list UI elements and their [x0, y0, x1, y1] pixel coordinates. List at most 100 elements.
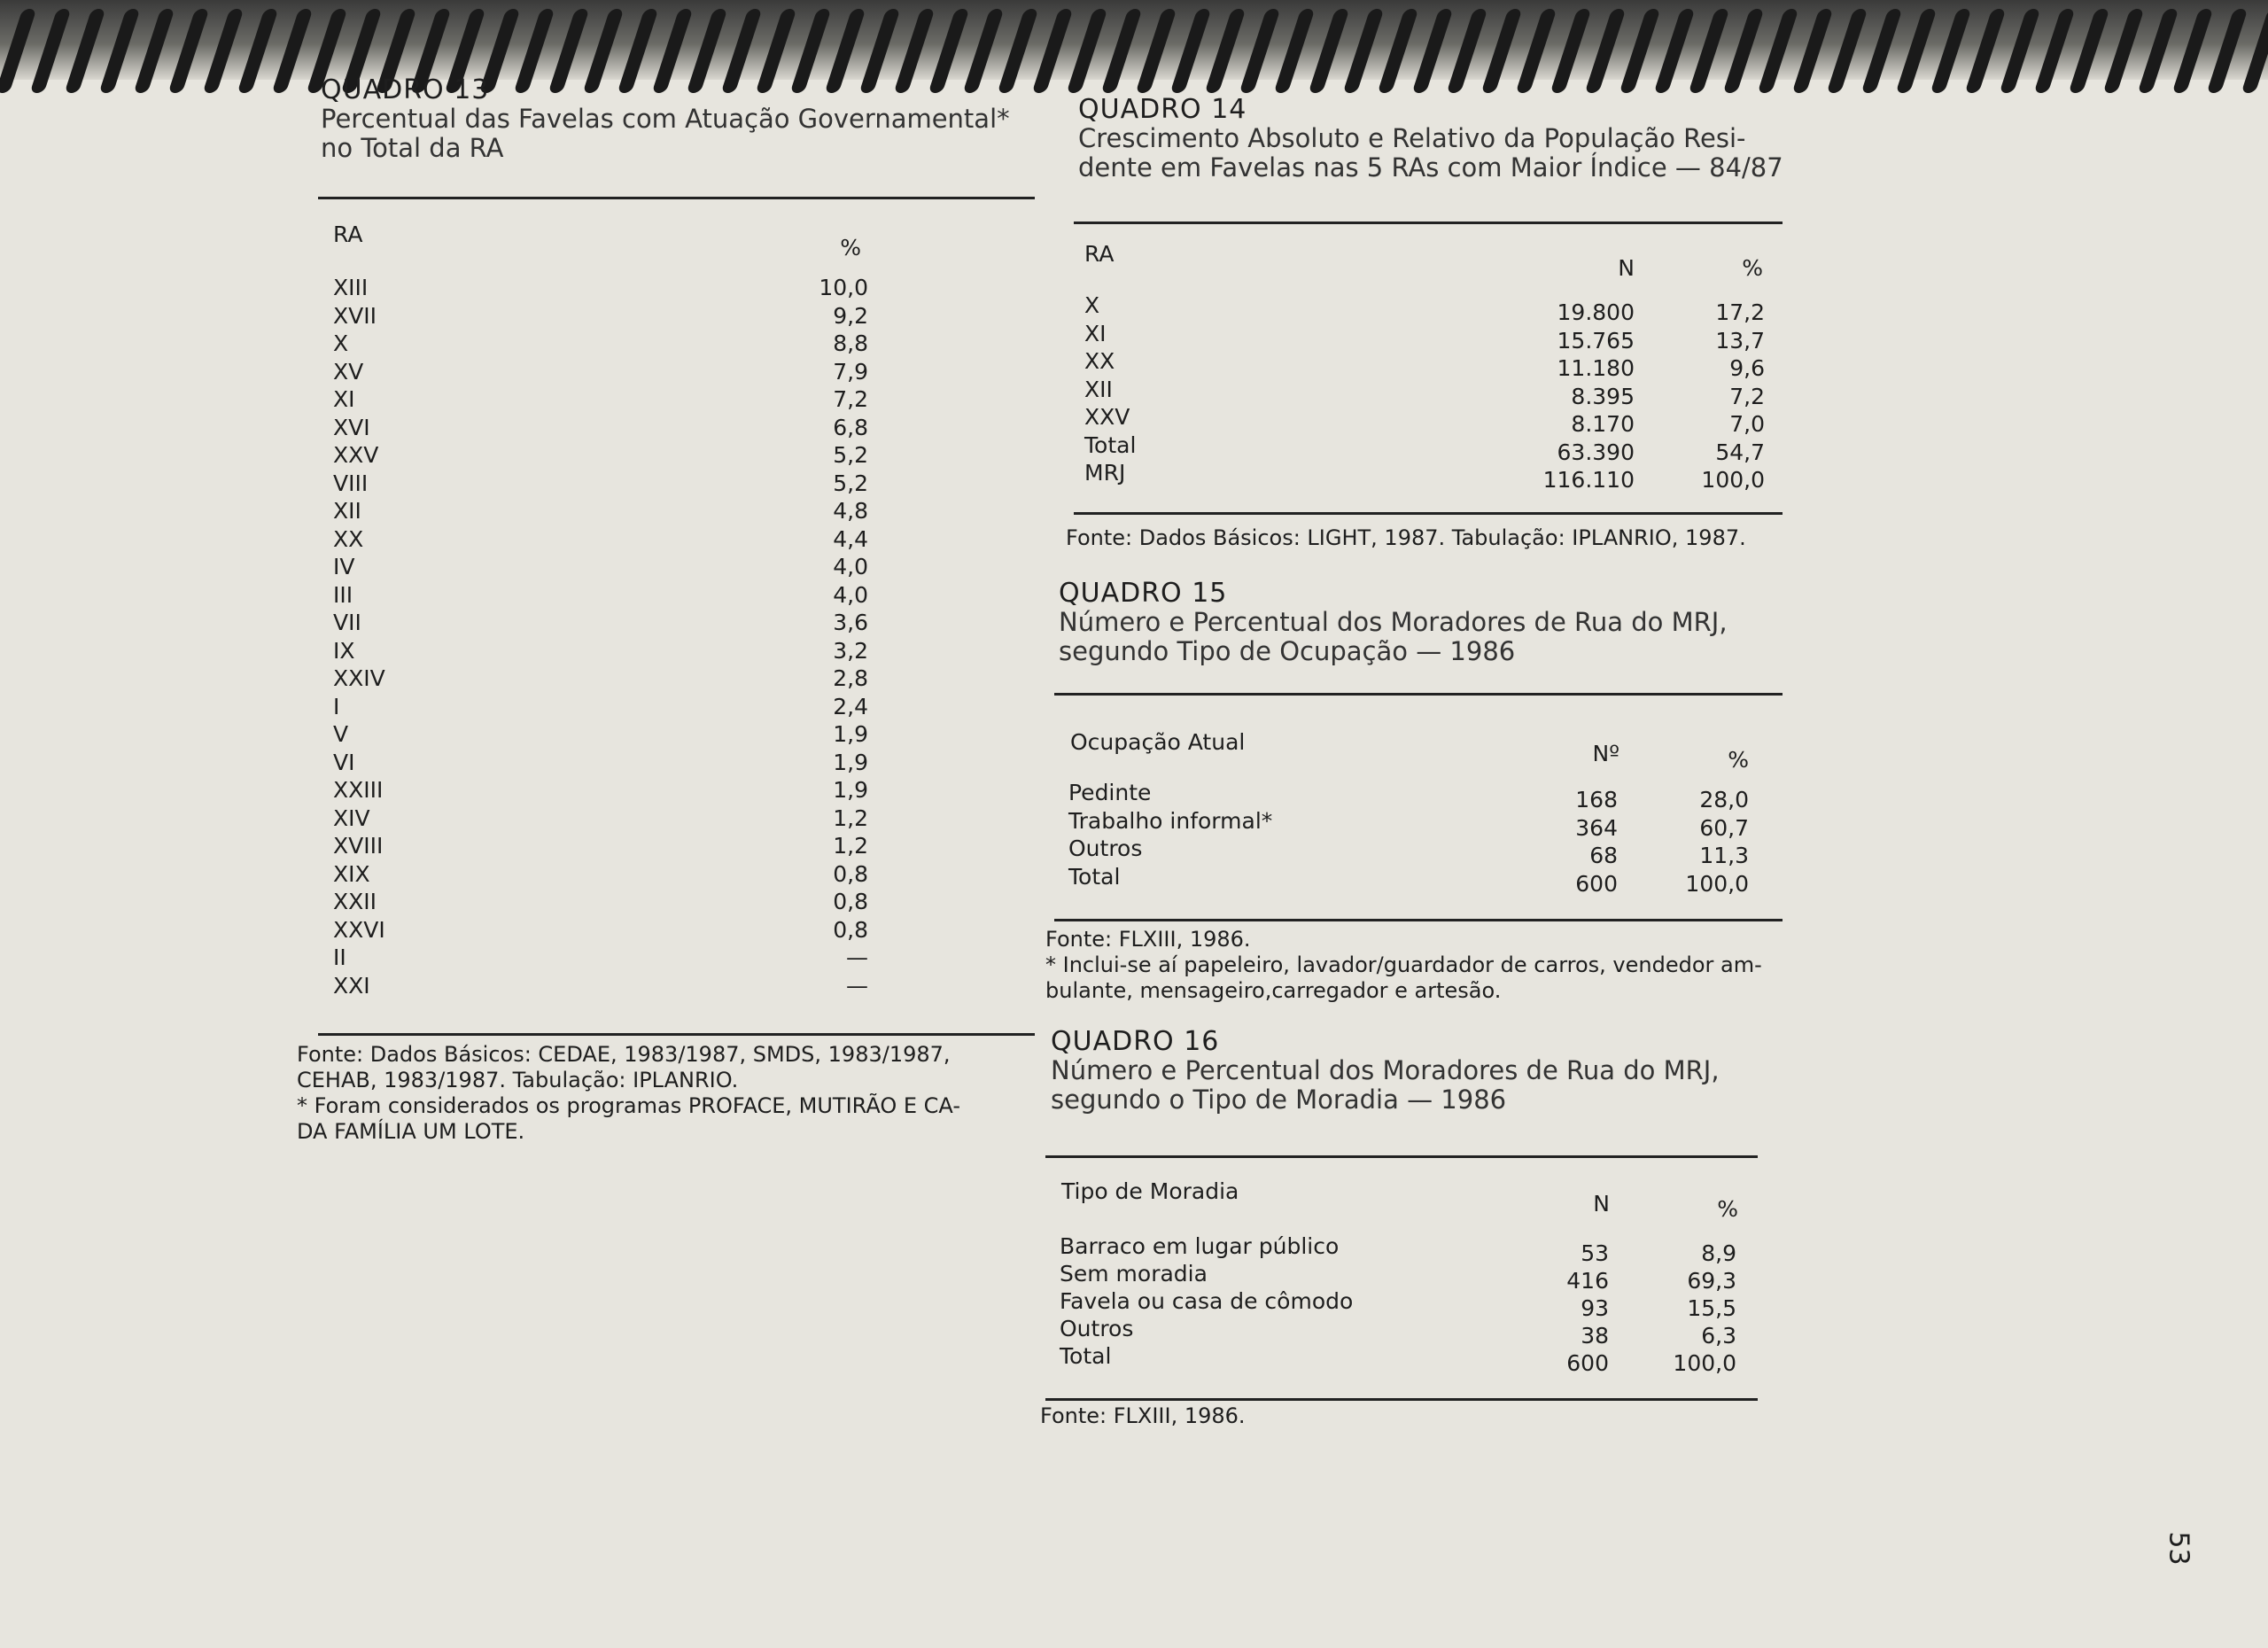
row-label: VI — [333, 749, 355, 775]
cell-value: 4,0 — [833, 554, 868, 579]
row-label: XX — [333, 525, 364, 552]
table-subtitle: Crescimento Absoluto e Relativo da Popul… — [1078, 123, 1746, 153]
row-label: XXIV — [333, 665, 385, 691]
binding-loop — [617, 9, 659, 93]
source-note: * Inclui-se aí papeleiro, lavador/guarda… — [1045, 952, 1762, 977]
cell-value: 100,0 — [1673, 1350, 1736, 1376]
column-header: % — [840, 235, 861, 260]
row-label: XX — [1084, 348, 1115, 374]
row-label: X — [1084, 292, 1100, 318]
column-header: Ocupação Atual — [1070, 729, 1246, 755]
row-label: Total — [1084, 431, 1137, 458]
row-label: XXI — [333, 972, 370, 999]
binding-loop — [1791, 9, 1834, 93]
cell-value: 1,2 — [833, 833, 868, 859]
source-note: bulante, mensageiro,carregador e artesão… — [1045, 978, 1502, 1003]
cell-value: 4,0 — [833, 581, 868, 608]
cell-value: — — [846, 972, 868, 999]
binding-loop — [1584, 9, 1627, 93]
cell-value: 7,2 — [1729, 383, 1765, 409]
binding-loop — [1964, 9, 2007, 93]
cell-value: 600 — [1566, 1350, 1609, 1376]
cell-value: 0,8 — [833, 916, 868, 943]
binding-loop — [1688, 9, 1730, 93]
binding-loop — [1722, 9, 1765, 93]
column-header: RA — [1084, 241, 1115, 267]
cell-value: 4,4 — [833, 525, 868, 552]
binding-loop — [1135, 9, 1177, 93]
binding-loop — [720, 9, 763, 93]
row-label: Outros — [1068, 836, 1143, 861]
binding-loop — [133, 9, 175, 93]
row-label: XXV — [1084, 404, 1130, 430]
cell-value: 68 — [1589, 843, 1618, 868]
row-label: XV — [333, 358, 364, 385]
binding-loop — [2068, 9, 2110, 93]
cell-value: 1,2 — [833, 805, 868, 831]
source-note: CEHAB, 1983/1987. Tabulação: IPLANRIO. — [297, 1068, 739, 1092]
cell-value: 7,9 — [833, 358, 868, 385]
column-header: RA — [333, 222, 363, 247]
binding-loop — [64, 9, 106, 93]
cell-value: 54,7 — [1715, 439, 1765, 465]
binding-loop — [1515, 9, 1557, 93]
row-label: Total — [1068, 863, 1121, 890]
binding-loop — [0, 9, 37, 93]
row-label: Total — [1060, 1343, 1112, 1369]
cell-value: 69,3 — [1687, 1268, 1736, 1294]
binding-loop — [2206, 9, 2249, 93]
binding-loop — [1653, 9, 1696, 93]
binding-loop — [202, 9, 245, 93]
row-label: XVIII — [333, 833, 384, 859]
table-title: QUADRO 16 — [1051, 1026, 1220, 1057]
binding-loop — [686, 9, 728, 93]
row-label: Trabalho informal* — [1068, 807, 1273, 834]
cell-value: 15.765 — [1557, 327, 1635, 354]
binding-loop — [1100, 9, 1143, 93]
binding-loop — [237, 9, 279, 93]
binding-loop — [1550, 9, 1592, 93]
table-subtitle: Número e Percentual dos Moradores de Rua… — [1051, 1055, 1720, 1085]
table-subtitle: segundo Tipo de Ocupação — 1986 — [1059, 636, 1516, 666]
table-rule — [318, 1033, 1035, 1036]
cell-value: 0,8 — [833, 860, 868, 887]
row-label: IX — [333, 637, 355, 664]
binding-loop — [2102, 9, 2145, 93]
binding-loop — [2241, 9, 2268, 93]
table-rule — [1045, 1398, 1758, 1401]
cell-value: 17,2 — [1715, 299, 1765, 325]
cell-value: 100,0 — [1701, 467, 1765, 493]
binding-loop — [1757, 9, 1799, 93]
row-label: X — [333, 330, 349, 356]
cell-value: 1,9 — [833, 749, 868, 775]
cell-value: 7,0 — [1729, 411, 1765, 437]
row-label: XXV — [333, 442, 379, 468]
cell-value: 100,0 — [1685, 870, 1749, 897]
binding-loop — [1446, 9, 1488, 93]
binding-loop — [1860, 9, 1903, 93]
cell-value: 28,0 — [1699, 787, 1749, 812]
binding-loop — [1377, 9, 1419, 93]
binding-loop — [651, 9, 694, 93]
cell-value: 8.170 — [1571, 411, 1635, 437]
binding-loop — [824, 9, 866, 93]
cell-value: 19.800 — [1557, 299, 1635, 325]
column-header: % — [1742, 255, 1763, 281]
binding-loop — [2137, 9, 2179, 93]
binding-loop — [1204, 9, 1247, 93]
binding-loop — [29, 9, 72, 93]
row-label: VII — [333, 610, 361, 635]
row-label: II — [333, 944, 346, 970]
row-label: Pedinte — [1068, 780, 1152, 805]
page-number: 53 — [2163, 1531, 2194, 1566]
cell-value: 9,6 — [1729, 355, 1765, 381]
row-label: I — [333, 693, 340, 719]
binding-loop — [1308, 9, 1350, 93]
row-label: XII — [1084, 376, 1113, 402]
binding-loop — [1930, 9, 1972, 93]
table-subtitle: dente em Favelas nas 5 RAs com Maior Índ… — [1078, 152, 1783, 183]
row-label: XXII — [333, 889, 377, 914]
cell-value: 0,8 — [833, 889, 868, 914]
row-label: XIV — [333, 805, 370, 831]
